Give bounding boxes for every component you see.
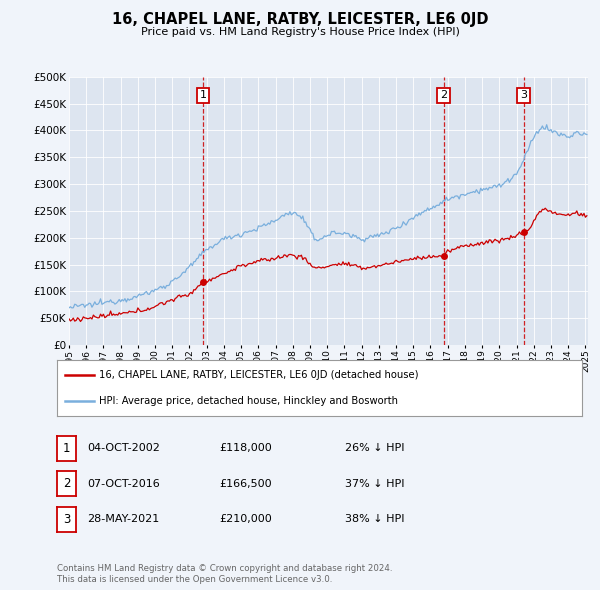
- Text: £210,000: £210,000: [219, 514, 272, 524]
- Text: This data is licensed under the Open Government Licence v3.0.: This data is licensed under the Open Gov…: [57, 575, 332, 584]
- Text: Price paid vs. HM Land Registry's House Price Index (HPI): Price paid vs. HM Land Registry's House …: [140, 27, 460, 37]
- Text: HPI: Average price, detached house, Hinckley and Bosworth: HPI: Average price, detached house, Hinc…: [99, 396, 398, 406]
- Text: 1: 1: [63, 442, 70, 455]
- Text: 2: 2: [63, 477, 70, 490]
- Text: 07-OCT-2016: 07-OCT-2016: [87, 479, 160, 489]
- Text: 37% ↓ HPI: 37% ↓ HPI: [345, 479, 404, 489]
- Text: 2: 2: [440, 90, 448, 100]
- Text: 16, CHAPEL LANE, RATBY, LEICESTER, LE6 0JD: 16, CHAPEL LANE, RATBY, LEICESTER, LE6 0…: [112, 12, 488, 27]
- Text: 38% ↓ HPI: 38% ↓ HPI: [345, 514, 404, 524]
- Text: 3: 3: [63, 513, 70, 526]
- Text: Contains HM Land Registry data © Crown copyright and database right 2024.: Contains HM Land Registry data © Crown c…: [57, 565, 392, 573]
- Text: £118,000: £118,000: [219, 444, 272, 453]
- Text: 04-OCT-2002: 04-OCT-2002: [87, 444, 160, 453]
- Text: 16, CHAPEL LANE, RATBY, LEICESTER, LE6 0JD (detached house): 16, CHAPEL LANE, RATBY, LEICESTER, LE6 0…: [99, 370, 419, 380]
- Text: 26% ↓ HPI: 26% ↓ HPI: [345, 444, 404, 453]
- Text: £166,500: £166,500: [219, 479, 272, 489]
- Text: 1: 1: [200, 90, 206, 100]
- Text: 3: 3: [520, 90, 527, 100]
- Text: 28-MAY-2021: 28-MAY-2021: [87, 514, 159, 524]
